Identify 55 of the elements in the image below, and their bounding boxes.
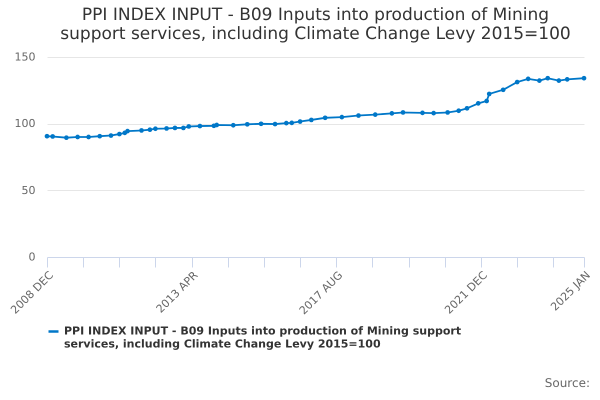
- source-note: Source:: [544, 376, 590, 390]
- point: [230, 122, 236, 128]
- point: [445, 110, 450, 115]
- point: [153, 126, 158, 132]
- point: [456, 108, 462, 114]
- point: [464, 106, 470, 111]
- point: [431, 110, 436, 116]
- point: [514, 80, 520, 84]
- point: [75, 134, 80, 140]
- point: [139, 128, 144, 133]
- point: [186, 124, 192, 129]
- y-tick-label: 100: [14, 117, 36, 130]
- point: [537, 78, 542, 83]
- point: [340, 114, 344, 120]
- point: [164, 126, 169, 131]
- point: [564, 77, 570, 82]
- point: [44, 134, 50, 139]
- point: [582, 76, 586, 81]
- legend-label: PPI INDEX INPUT - B09 Inputs into production of Mining support services, including Climate Change Levy 2015=100: [64, 324, 462, 350]
- point: [289, 120, 294, 126]
- y-tick-label: 50: [22, 184, 36, 197]
- point: [500, 87, 506, 92]
- point: [148, 127, 152, 132]
- point: [476, 101, 481, 106]
- point: [420, 110, 425, 116]
- point: [545, 76, 550, 81]
- point: [117, 132, 122, 136]
- point: [308, 118, 314, 122]
- point: [284, 120, 289, 126]
- point: [372, 112, 378, 117]
- point: [108, 133, 114, 138]
- point: [244, 122, 250, 127]
- point: [198, 124, 202, 128]
- point: [172, 126, 178, 130]
- point: [484, 98, 489, 104]
- y-tick-label: 150: [14, 50, 36, 64]
- point: [322, 115, 328, 120]
- point: [526, 76, 530, 82]
- point: [64, 135, 69, 140]
- point: [486, 92, 492, 96]
- point: [390, 111, 394, 116]
- chart-title: PPI INDEX INPUT - B09 Inputs into production of Mining support services, including Climate Change Levy 2015=100: [60, 5, 571, 44]
- point: [50, 134, 56, 139]
- point: [356, 113, 361, 118]
- point: [181, 126, 186, 130]
- point: [258, 121, 264, 126]
- point: [86, 134, 91, 140]
- point: [272, 122, 278, 126]
- y-tick-label: 0: [28, 250, 36, 264]
- point: [214, 122, 220, 128]
- point: [125, 128, 130, 134]
- point: [298, 119, 302, 124]
- point: [97, 134, 102, 139]
- point: [400, 110, 406, 115]
- point: [556, 78, 562, 83]
